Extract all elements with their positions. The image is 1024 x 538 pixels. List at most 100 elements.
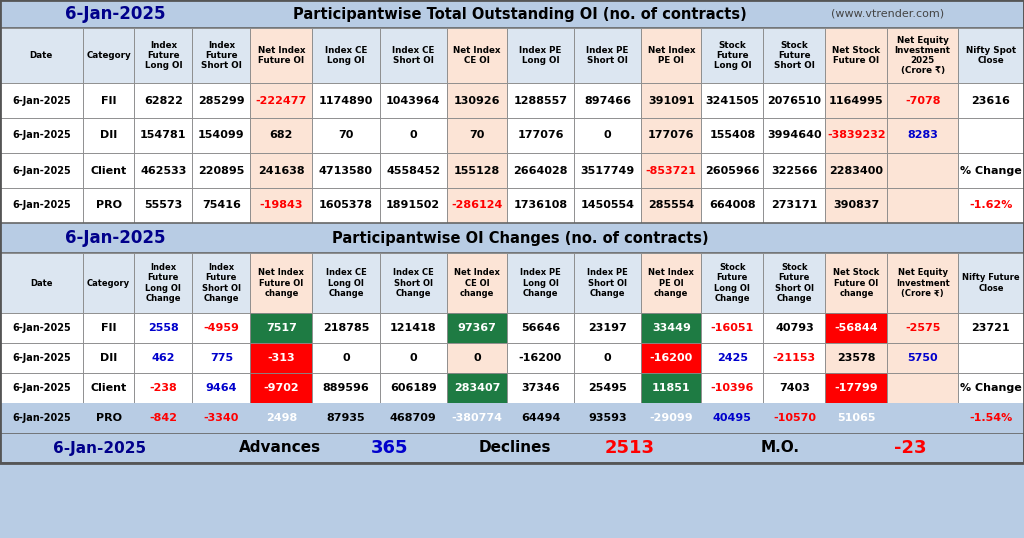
Text: 273171: 273171 (771, 201, 817, 210)
Bar (957, 118, 1024, 153)
Text: Net Equity
Investment
2025
(Crore ₹): Net Equity Investment 2025 (Crore ₹) (895, 36, 950, 75)
Text: 6-Jan-2025: 6-Jan-2025 (12, 413, 71, 423)
Bar (250, 153, 312, 188)
Text: 462533: 462533 (140, 166, 186, 175)
Bar (701, 313, 763, 343)
Text: 0: 0 (410, 353, 417, 363)
Text: 606189: 606189 (390, 383, 436, 393)
Bar (507, 373, 574, 403)
Text: 23616: 23616 (972, 96, 1011, 105)
Text: Index
Future
Long OI
Change: Index Future Long OI Change (145, 264, 181, 302)
Text: 1736108: 1736108 (513, 201, 567, 210)
Text: Index CE
Long OI: Index CE Long OI (325, 46, 368, 65)
Bar (380, 313, 446, 343)
Bar (193, 313, 250, 343)
Bar (312, 253, 380, 313)
Text: 23197: 23197 (589, 323, 627, 333)
Text: 1164995: 1164995 (829, 96, 884, 105)
Text: Category: Category (86, 51, 131, 60)
Bar (380, 343, 446, 373)
Bar (701, 253, 763, 313)
Text: 285554: 285554 (648, 201, 694, 210)
Bar (574, 28, 641, 83)
Bar (507, 153, 574, 188)
Bar (380, 403, 446, 433)
Bar (957, 188, 1024, 223)
Bar (957, 373, 1024, 403)
Text: 0: 0 (342, 353, 350, 363)
Bar (888, 253, 957, 313)
Text: 70: 70 (469, 131, 484, 140)
Text: -21153: -21153 (773, 353, 816, 363)
Bar (507, 188, 574, 223)
Bar (83, 403, 134, 433)
Text: -4959: -4959 (204, 323, 240, 333)
Bar (825, 118, 888, 153)
Bar (507, 118, 574, 153)
Text: 6-Jan-2025: 6-Jan-2025 (53, 441, 146, 456)
Bar (446, 373, 507, 403)
Text: 0: 0 (604, 131, 611, 140)
Text: 93593: 93593 (589, 413, 627, 423)
Text: 177076: 177076 (517, 131, 563, 140)
Text: Advances: Advances (239, 441, 322, 456)
Bar (574, 83, 641, 118)
Bar (701, 343, 763, 373)
Bar (83, 188, 134, 223)
Bar (0, 153, 83, 188)
Bar (957, 313, 1024, 343)
Text: 664008: 664008 (709, 201, 756, 210)
Text: 2558: 2558 (148, 323, 179, 333)
Bar (888, 343, 957, 373)
Text: Index CE
Short OI
Change: Index CE Short OI Change (393, 268, 433, 298)
Text: 322566: 322566 (771, 166, 817, 175)
Bar (825, 153, 888, 188)
Bar (825, 373, 888, 403)
Text: 889596: 889596 (323, 383, 370, 393)
Text: 155128: 155128 (454, 166, 500, 175)
Text: 130926: 130926 (454, 96, 500, 105)
Bar (957, 28, 1024, 83)
Bar (250, 118, 312, 153)
Bar (193, 188, 250, 223)
Text: 6-Jan-2025: 6-Jan-2025 (12, 353, 71, 363)
Bar (641, 373, 701, 403)
Bar (193, 373, 250, 403)
Bar (446, 343, 507, 373)
Text: -10570: -10570 (773, 413, 816, 423)
Bar (250, 343, 312, 373)
Bar (193, 253, 250, 313)
Text: -238: -238 (150, 383, 177, 393)
Bar (888, 118, 957, 153)
Text: 154099: 154099 (198, 131, 245, 140)
Bar (888, 188, 957, 223)
Text: 4558452: 4558452 (386, 166, 440, 175)
Text: Net Index
PE OI
change: Net Index PE OI change (648, 268, 694, 298)
Text: -23: -23 (894, 439, 927, 457)
Text: -2575: -2575 (905, 323, 940, 333)
Text: 897466: 897466 (584, 96, 631, 105)
Bar (957, 83, 1024, 118)
Text: Net Index
CE OI
change: Net Index CE OI change (454, 268, 500, 298)
Bar (701, 28, 763, 83)
Text: Index
Future
Short OI: Index Future Short OI (201, 41, 242, 70)
Bar (0, 118, 83, 153)
Bar (641, 403, 701, 433)
Text: 40495: 40495 (713, 413, 752, 423)
Bar (641, 313, 701, 343)
Bar (763, 118, 825, 153)
Bar (825, 313, 888, 343)
Text: -842: -842 (150, 413, 177, 423)
Bar (825, 253, 888, 313)
Bar (134, 343, 193, 373)
Text: Stock
Future
Long OI: Stock Future Long OI (714, 41, 752, 70)
Bar (957, 343, 1024, 373)
Text: 8283: 8283 (907, 131, 938, 140)
Bar (507, 253, 574, 313)
Text: -1.54%: -1.54% (970, 413, 1013, 423)
Bar (641, 188, 701, 223)
Bar (574, 118, 641, 153)
Bar (0, 28, 83, 83)
Text: -1.62%: -1.62% (969, 201, 1013, 210)
Text: DII: DII (100, 131, 117, 140)
